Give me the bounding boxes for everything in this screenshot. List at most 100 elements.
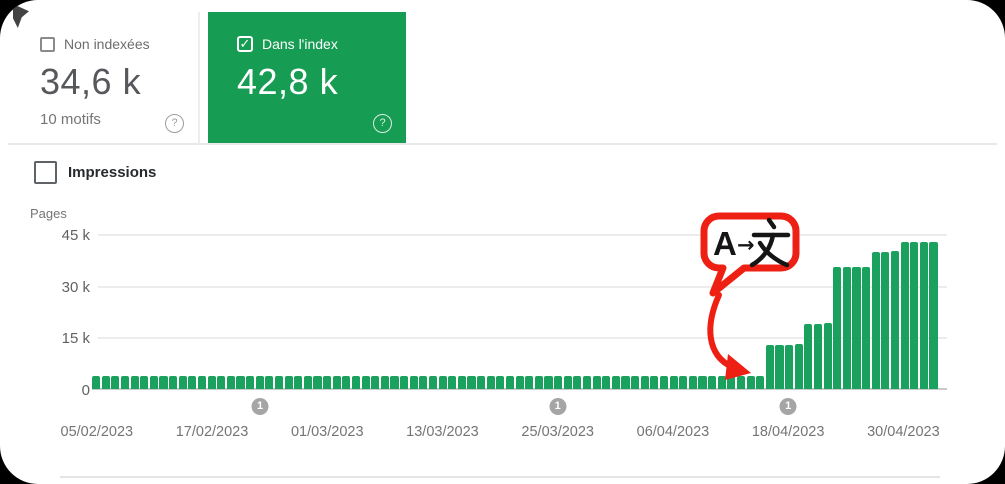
bar	[303, 375, 312, 389]
bar	[438, 375, 447, 389]
bar	[188, 375, 197, 389]
annotation-marker[interactable]: 1	[779, 398, 797, 415]
bar	[390, 375, 399, 389]
bar	[274, 375, 283, 389]
red-arrow-shaft	[707, 292, 735, 370]
bar	[448, 375, 457, 389]
bar	[159, 375, 168, 389]
bar	[130, 375, 139, 389]
bar	[332, 375, 341, 389]
bar	[746, 375, 755, 389]
x-tick-label: 17/02/2023	[175, 424, 249, 440]
non-indexed-value: 34,6 k	[40, 61, 142, 102]
non-indexed-label: Non indexées	[64, 36, 150, 52]
bar	[169, 375, 178, 389]
bar	[862, 266, 871, 389]
y-tick-15k: 15 k	[61, 330, 90, 347]
annotation-markers: 1 1 1	[92, 398, 937, 416]
bar	[265, 375, 274, 389]
bar	[621, 375, 630, 389]
help-icon[interactable]: ?	[373, 114, 392, 133]
bar	[785, 344, 794, 389]
bar	[842, 267, 851, 389]
bar	[409, 375, 418, 389]
annotation-marker[interactable]: 1	[251, 398, 269, 415]
bar	[554, 375, 563, 389]
bar	[929, 241, 938, 389]
bar	[756, 375, 765, 389]
bar	[120, 375, 129, 389]
help-icon[interactable]: ?	[165, 114, 184, 133]
bar	[178, 375, 187, 389]
bar	[294, 375, 303, 389]
bar	[698, 375, 707, 389]
bar	[563, 375, 572, 389]
bar	[515, 375, 524, 389]
bar-chart	[92, 234, 938, 389]
bar	[351, 375, 360, 389]
bar	[111, 375, 120, 389]
bar	[823, 323, 832, 389]
impressions-checkbox[interactable]	[34, 161, 57, 184]
translate-arrow-glyph: →	[737, 233, 755, 257]
bar	[149, 375, 158, 389]
bar	[881, 251, 890, 389]
cards-divider	[8, 143, 997, 145]
bar	[640, 375, 649, 389]
bar	[708, 375, 717, 389]
bar	[890, 251, 899, 389]
bar	[534, 375, 543, 389]
bar	[323, 375, 332, 389]
bar	[380, 375, 389, 389]
non-indexed-checkbox[interactable]	[40, 36, 55, 52]
metric-card-non-indexed[interactable]: Non indexées 34,6 k 10 motifs ?	[28, 12, 200, 144]
bar	[255, 375, 264, 389]
x-tick-label: 06/04/2023	[636, 424, 710, 440]
bar	[217, 375, 226, 389]
bar	[544, 375, 553, 389]
bar	[573, 375, 582, 389]
x-tick-label: 05/02/2023	[60, 424, 134, 440]
bar	[486, 375, 495, 389]
gridline-30k	[98, 286, 947, 288]
bar	[611, 375, 620, 389]
bar	[669, 375, 678, 389]
bar	[650, 375, 659, 389]
bottom-divider	[60, 476, 940, 478]
bar	[419, 375, 428, 389]
bar	[477, 375, 486, 389]
bar	[794, 344, 803, 389]
x-tick-label: 30/04/2023	[867, 424, 940, 440]
red-arrow-head	[725, 354, 751, 380]
bar	[833, 267, 842, 389]
indexed-value: 42,8 k	[237, 61, 339, 102]
bar	[371, 375, 380, 389]
bar	[101, 375, 110, 389]
gridline-15k	[98, 337, 947, 339]
bar	[197, 375, 206, 389]
bar	[871, 251, 880, 389]
bar	[717, 375, 726, 389]
bar	[679, 375, 688, 389]
bar	[236, 375, 245, 389]
bar	[284, 375, 293, 389]
bar	[659, 375, 668, 389]
translate-annotation: A →	[700, 212, 800, 380]
indexed-checkbox-checked[interactable]: ✓	[237, 36, 253, 52]
cursor-artifact	[13, 4, 29, 28]
bar	[313, 375, 322, 389]
x-axis-labels: 05/02/2023 17/02/2023 01/03/2023 13/03/2023…	[61, 424, 940, 444]
metric-card-indexed[interactable]: ✓ Dans l'index 42,8 k ?	[208, 12, 406, 144]
x-axis-line	[92, 388, 947, 390]
bar	[400, 375, 409, 389]
bar	[727, 375, 736, 389]
y-tick-30k: 30 k	[61, 279, 90, 296]
impressions-toggle[interactable]: Impressions	[34, 161, 156, 184]
bar	[813, 323, 822, 389]
annotation-marker[interactable]: 1	[549, 398, 567, 415]
bar	[582, 375, 591, 389]
bar	[496, 375, 505, 389]
bar	[602, 375, 611, 389]
